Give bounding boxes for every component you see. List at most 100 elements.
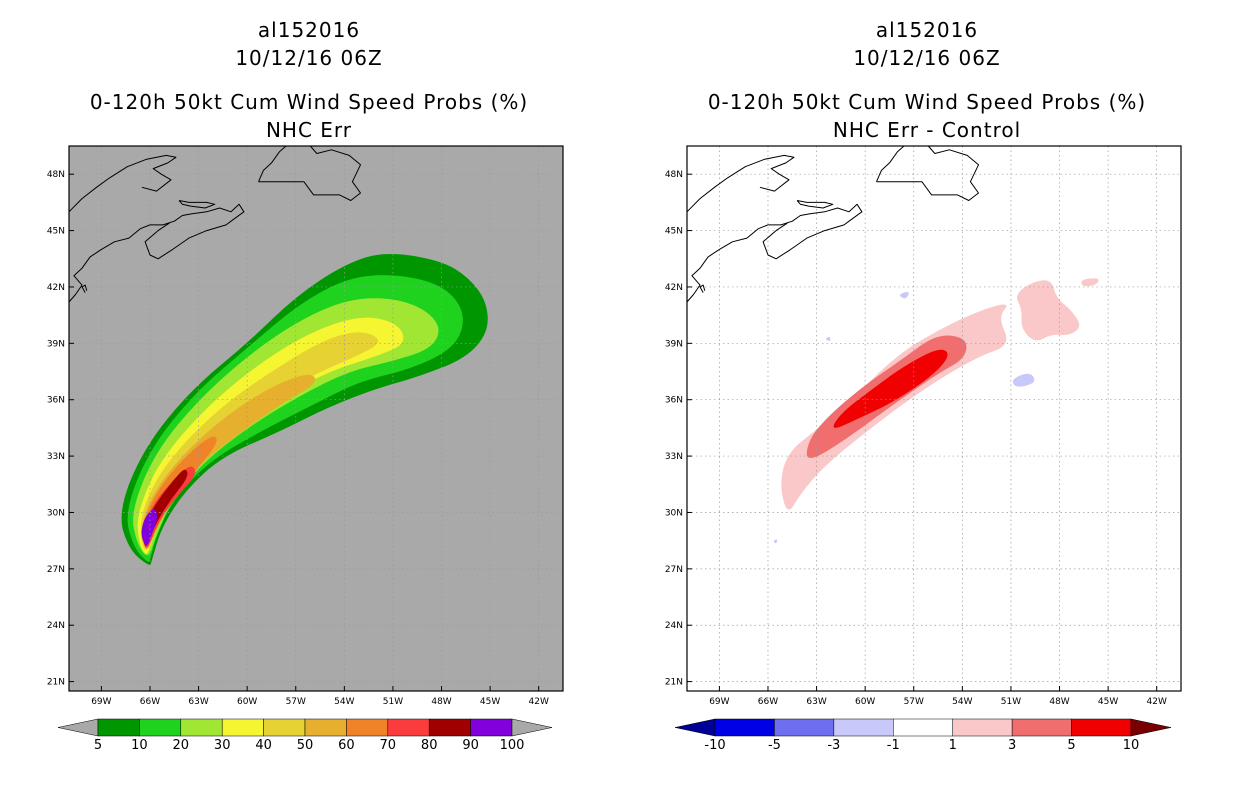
colorbar-under-arrow bbox=[674, 718, 716, 737]
lat-tick-label: 39N bbox=[665, 339, 683, 349]
lat-tick-label: 27N bbox=[47, 565, 65, 575]
colorbar-swatch bbox=[1011, 718, 1072, 737]
lat-tick-label: 30N bbox=[47, 508, 65, 518]
lon-tick-label: 63W bbox=[806, 697, 826, 707]
lon-tick-label: 45W bbox=[480, 697, 500, 707]
lat-tick-label: 33N bbox=[47, 452, 65, 462]
colorbar-swatch bbox=[774, 718, 835, 737]
map-left: 21N 24N 27N 30N 33N 36N 39N 42N 45N 48N 69W 66W 63W 6… bbox=[47, 145, 564, 753]
lon-tick-label: 66W bbox=[758, 697, 778, 707]
panel-nhc-err-control: al152016 10/12/16 06Z 0-120h 50kt Cum Wi… bbox=[618, 0, 1236, 800]
colorbar-swatch bbox=[952, 718, 1013, 737]
lon-tick-label: 63W bbox=[188, 697, 208, 707]
lon-tick-label: 54W bbox=[334, 697, 354, 707]
lat-tick-label: 33N bbox=[665, 452, 683, 462]
lon-tick-label: 48W bbox=[431, 697, 451, 707]
coastline bbox=[796, 200, 834, 209]
colorbar-label: 3 bbox=[1008, 738, 1016, 753]
colorbar-label: 10 bbox=[131, 738, 148, 753]
colorbar-label: 30 bbox=[214, 738, 231, 753]
coastline bbox=[699, 284, 706, 293]
coastline bbox=[81, 284, 88, 293]
colorbar-label: 20 bbox=[173, 738, 190, 753]
lon-tick-label: 60W bbox=[855, 697, 875, 707]
lon-tick-label: 57W bbox=[904, 697, 924, 707]
plot-subtitle: 0-120h 50kt Cum Wind Speed Probs (%) bbox=[89, 90, 529, 114]
left-map-contour-5 bbox=[141, 374, 316, 549]
colorbar-label: -3 bbox=[827, 738, 840, 753]
lon-tick-label: 60W bbox=[237, 697, 257, 707]
colorbar-right: -10 -5 -3 -1 1 3 5 10 bbox=[674, 718, 1172, 753]
colorbar-swatch bbox=[714, 718, 775, 737]
right-map-frame bbox=[686, 145, 1182, 692]
colorbar-label: 90 bbox=[462, 738, 479, 753]
lon-tick-label: 54W bbox=[952, 697, 972, 707]
lat-tick-label: 24N bbox=[47, 621, 65, 631]
colorbar-label: 100 bbox=[500, 738, 525, 753]
lat-tick-label: 21N bbox=[665, 678, 683, 688]
right-map-contour-6 bbox=[900, 292, 909, 299]
storm-id: al152016 bbox=[257, 18, 361, 42]
lat-tick-label: 36N bbox=[47, 396, 65, 406]
field-name: NHC Err - Control bbox=[832, 118, 1022, 142]
right-map-contour-7 bbox=[826, 336, 831, 341]
left-map-contour-2 bbox=[133, 298, 439, 556]
datetime: 10/12/16 06Z bbox=[235, 46, 383, 70]
lat-tick-label: 39N bbox=[47, 339, 65, 349]
colorbar-swatch bbox=[221, 718, 264, 737]
colorbar-swatch bbox=[180, 718, 223, 737]
coastline bbox=[68, 203, 245, 303]
lon-tick-label: 69W bbox=[709, 697, 729, 707]
left-map-frame bbox=[68, 145, 564, 692]
colorbar-label: 60 bbox=[338, 738, 355, 753]
colorbar-swatch bbox=[97, 718, 140, 737]
lon-tick-label: 69W bbox=[91, 697, 111, 707]
coastline bbox=[686, 203, 863, 303]
lat-tick-label: 27N bbox=[665, 565, 683, 575]
colorbar-label: 70 bbox=[380, 738, 397, 753]
colorbar-label: -1 bbox=[887, 738, 900, 753]
right-map-contour-2 bbox=[1081, 278, 1099, 287]
field-name: NHC Err bbox=[265, 118, 353, 142]
right-map-contour-5 bbox=[1012, 373, 1035, 387]
colorbar-label: -5 bbox=[768, 738, 781, 753]
lon-tick-label: 51W bbox=[383, 697, 403, 707]
map-right: 21N 24N 27N 30N 33N 36N 39N 42N 45N 48N 69W 66W 63W 6… bbox=[665, 145, 1182, 753]
colorbar-swatch bbox=[833, 718, 894, 737]
lat-tick-label: 30N bbox=[665, 508, 683, 518]
colorbar-swatch bbox=[139, 718, 182, 737]
colorbar-under-arrow bbox=[57, 718, 99, 737]
coastline-newfoundland bbox=[258, 145, 361, 201]
lon-tick-label: 42W bbox=[1147, 697, 1167, 707]
panel-nhc-err: al152016 10/12/16 06Z 0-120h 50kt Cum Wi… bbox=[47, 18, 564, 753]
colorbar-over-arrow bbox=[1130, 718, 1172, 737]
coastline bbox=[68, 154, 177, 213]
lat-tick-label: 45N bbox=[665, 227, 683, 237]
lat-tick-label: 36N bbox=[665, 396, 683, 406]
coastline bbox=[686, 154, 795, 213]
colorbar-swatch bbox=[428, 718, 471, 737]
lon-tick-label: 45W bbox=[1098, 697, 1118, 707]
plot-subtitle: 0-120h 50kt Cum Wind Speed Probs (%) bbox=[707, 90, 1147, 114]
coastline bbox=[178, 200, 216, 209]
colorbar-label: -10 bbox=[704, 738, 725, 753]
colorbar-swatch bbox=[893, 718, 953, 737]
lat-tick-label: 48N bbox=[665, 170, 683, 180]
colorbar-label: 50 bbox=[297, 738, 314, 753]
lat-tick-label: 42N bbox=[47, 283, 65, 293]
lat-tick-label: 42N bbox=[665, 283, 683, 293]
colorbar-over-arrow bbox=[511, 718, 553, 737]
lon-tick-label: 57W bbox=[286, 697, 306, 707]
lat-tick-label: 21N bbox=[47, 678, 65, 688]
right-map-contour-4 bbox=[833, 349, 948, 428]
storm-id: al152016 bbox=[875, 18, 979, 42]
lon-tick-label: 42W bbox=[529, 697, 549, 707]
colorbar-label: 40 bbox=[255, 738, 272, 753]
left-map-contour-4 bbox=[140, 332, 378, 550]
colorbar-swatch bbox=[387, 718, 430, 737]
right-map-contour-8 bbox=[773, 539, 778, 544]
lon-tick-label: 66W bbox=[140, 697, 160, 707]
colorbar-swatch bbox=[1071, 718, 1132, 737]
left-map-contour-6 bbox=[143, 436, 217, 548]
lat-tick-label: 45N bbox=[47, 227, 65, 237]
